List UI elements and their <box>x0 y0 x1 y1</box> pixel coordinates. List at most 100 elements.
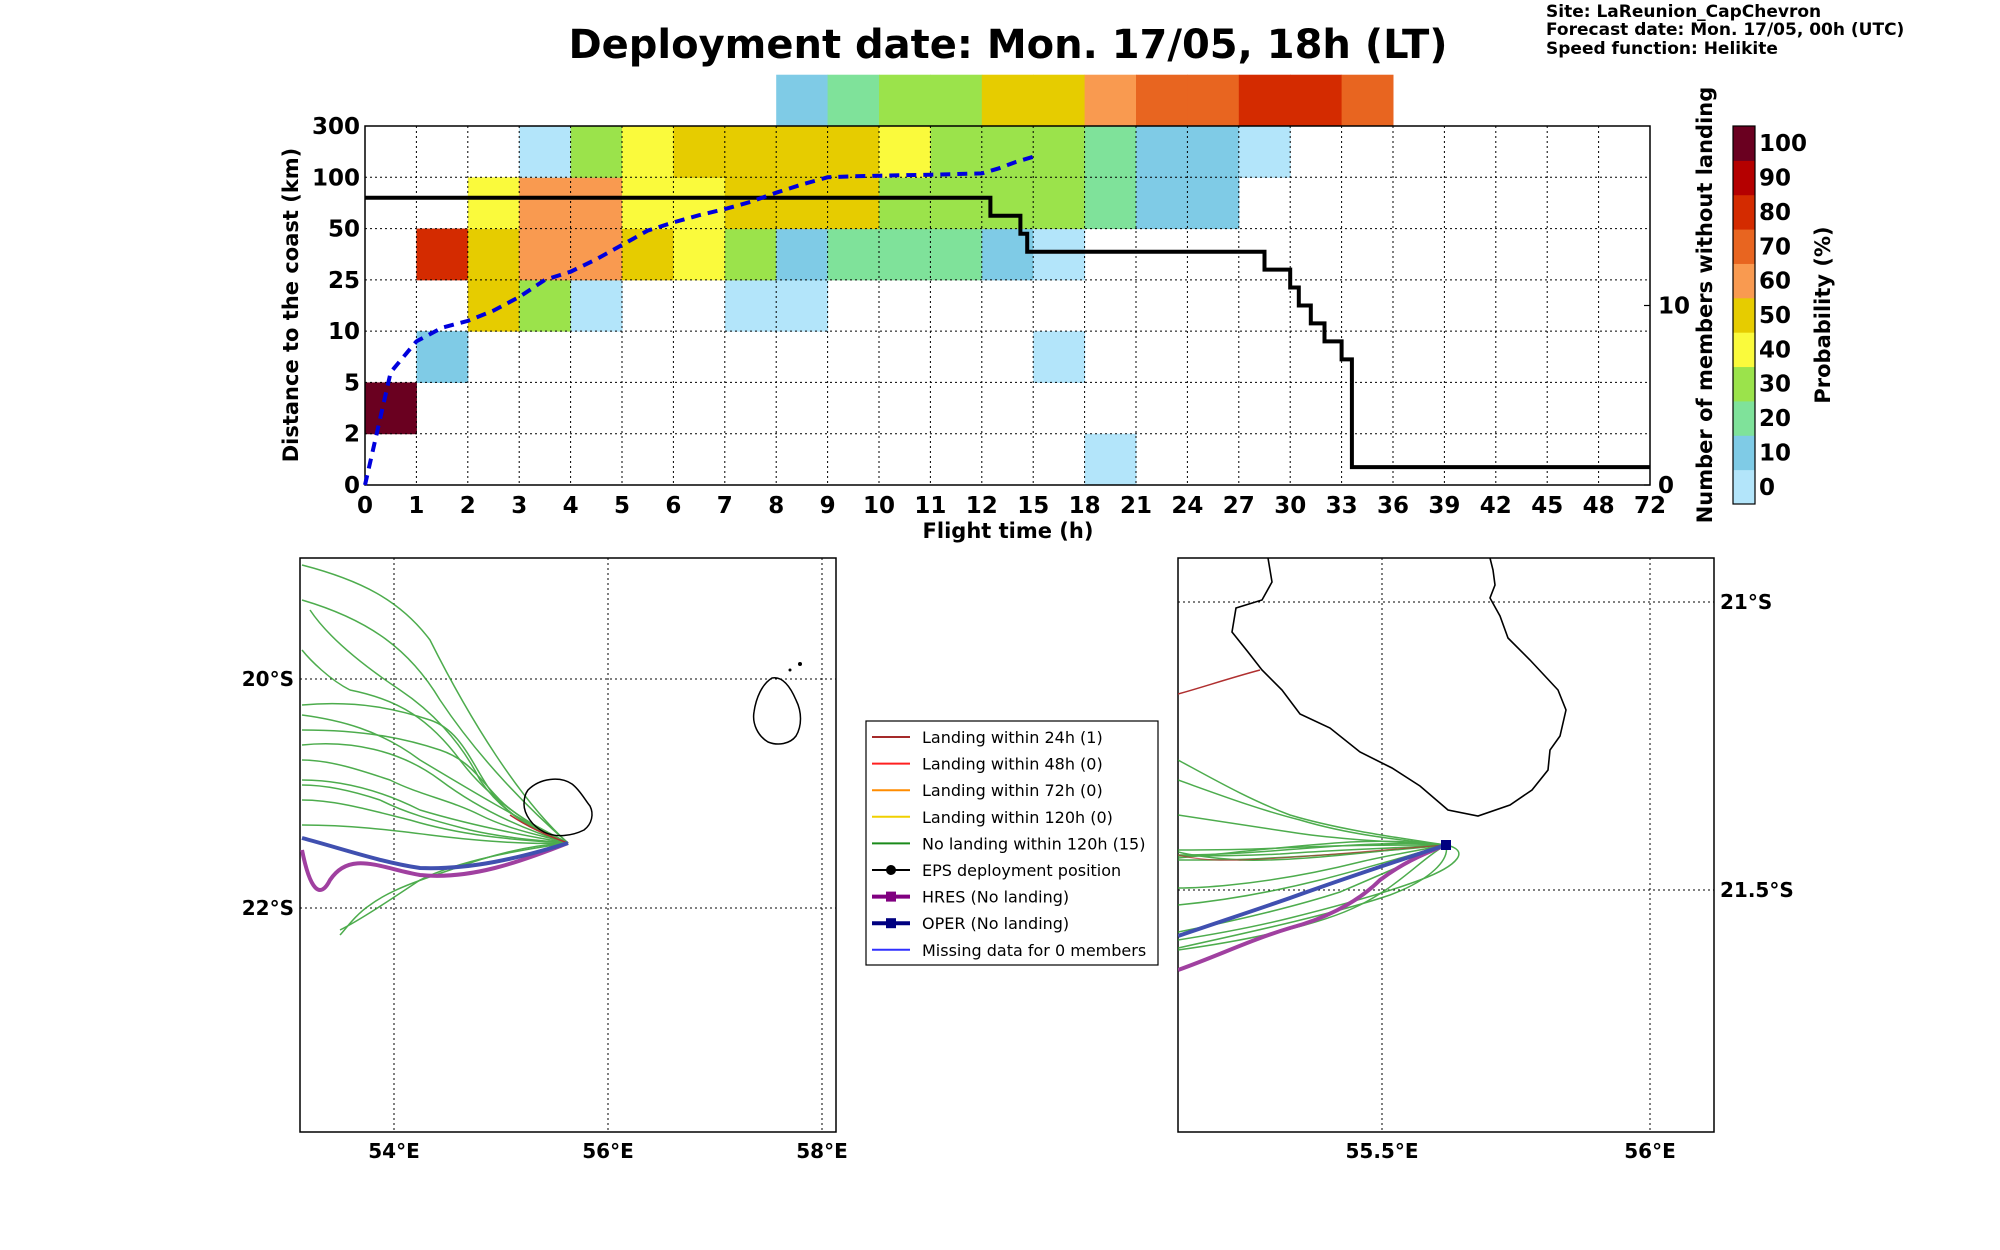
members-without-landing-line <box>365 195 1650 470</box>
colorbar-segment <box>1733 400 1755 436</box>
y-tick-label: 5 <box>344 370 360 396</box>
colorbar-tick-label: 20 <box>1759 406 1791 432</box>
heatmap-cell <box>1084 433 1137 486</box>
left-map-mauritius-coast <box>752 677 802 745</box>
colorbar-tick-label: 70 <box>1759 234 1791 260</box>
left-map-lon-tick: 58°E <box>796 1139 848 1163</box>
heatmap-cell <box>673 228 726 281</box>
heatmap-cell <box>1290 74 1343 127</box>
right-map-lat-tick: 21.5°S <box>1720 878 1794 902</box>
heatmap-cell <box>827 74 880 127</box>
y2-axis-label: Number of members without landing <box>1693 87 1717 524</box>
left-map-lon-tick: 56°E <box>582 1139 634 1163</box>
y-axis-label: Distance to the coast (km) <box>279 148 303 463</box>
heatmap-cell <box>879 177 931 230</box>
heatmap-cell <box>416 331 469 383</box>
heatmap-cell <box>776 279 829 332</box>
heatmap-cell <box>1084 126 1137 178</box>
heatmap-cell <box>467 228 520 281</box>
legend-item: Landing within 48h (0) <box>872 755 1103 774</box>
legend-label: EPS deployment position <box>922 861 1121 880</box>
heatmap-cell <box>570 126 623 178</box>
heatmap-cell <box>416 228 469 281</box>
legend-item: Landing within 72h (0) <box>872 781 1103 800</box>
heatmap-cell <box>1033 74 1086 127</box>
legend-item: Landing within 120h (0) <box>872 808 1113 827</box>
x-tick-label: 30 <box>1274 493 1306 519</box>
heatmap-cell <box>673 126 726 178</box>
heatmap-cell <box>519 177 572 230</box>
colorbar-tick-label: 60 <box>1759 269 1791 295</box>
colorbar-tick-label: 0 <box>1759 475 1775 501</box>
colorbar-tick-label: 80 <box>1759 200 1791 226</box>
colorbar-tick-label: 30 <box>1759 372 1791 398</box>
colorbar-segment <box>1733 263 1755 299</box>
x-tick-label: 2 <box>460 493 476 519</box>
legend-marker <box>886 891 896 902</box>
left-map-lon-tick: 54°E <box>368 1139 420 1163</box>
heatmap-cell <box>776 126 829 178</box>
colorbar-segments <box>1733 126 1755 505</box>
heatmap-cell <box>467 177 520 230</box>
x-tick-label: 3 <box>511 493 527 519</box>
heatmap-cell <box>776 228 829 281</box>
legend-item: OPER (No landing) <box>872 914 1069 933</box>
heatmap-cell <box>930 228 983 281</box>
colorbar-tick-label: 10 <box>1759 440 1791 466</box>
colorbar: 0 10 20 30 40 50 60 70 80 90 100 Probability (%) <box>1732 125 1835 505</box>
speed-label: Speed function: Helikite <box>1546 39 1778 59</box>
x-tick-label: 6 <box>665 493 681 519</box>
y-tick-label: 0 <box>344 473 360 499</box>
legend-item: Missing data for 0 members <box>872 941 1146 960</box>
heatmap-cell <box>570 279 623 332</box>
colorbar-segment <box>1733 160 1755 196</box>
x-tick-label: 24 <box>1171 493 1203 519</box>
colorbar-tick-label: 90 <box>1759 166 1791 192</box>
right-map-lon-tick: 55.5°E <box>1345 1139 1418 1163</box>
colorbar-segment <box>1733 194 1755 230</box>
colorbar-segment <box>1733 366 1755 402</box>
heatmap-cell <box>827 126 880 178</box>
x-tick-label: 5 <box>614 493 630 519</box>
y2-tick-label: 10 <box>1658 294 1690 320</box>
legend-marker <box>886 865 896 875</box>
x-tick-label: 7 <box>717 493 733 519</box>
legend-marker <box>886 918 896 929</box>
x-tick-label: 27 <box>1223 493 1255 519</box>
y-tick-label: 2 <box>344 422 360 448</box>
left-map-lat-tick: 22°S <box>242 896 294 920</box>
heatmap-cell <box>776 74 829 127</box>
x-tick-label: 21 <box>1120 493 1152 519</box>
heatmap-cell <box>1238 74 1291 127</box>
legend-item: HRES (No landing) <box>872 888 1069 907</box>
map-legend: Landing within 24h (1) Landing within 48h… <box>865 720 1159 966</box>
heatmap-cell <box>1033 126 1086 178</box>
heatmap-cell <box>724 126 777 178</box>
x-tick-label: 15 <box>1017 493 1049 519</box>
heatmap-cell <box>930 177 983 230</box>
heatmap-cell <box>827 177 880 230</box>
x-tick-label: 45 <box>1531 493 1563 519</box>
heatmap-cell <box>365 382 417 435</box>
heatmap-cell <box>930 74 983 127</box>
colorbar-segment <box>1733 229 1755 264</box>
legend-item: EPS deployment position <box>872 861 1121 880</box>
heatmap-cell <box>930 126 983 178</box>
heatmap-cell <box>1136 74 1188 127</box>
heatmap-grid <box>365 126 1650 485</box>
x-tick-label: 8 <box>768 493 784 519</box>
left-map-oper-track <box>301 836 569 871</box>
right-map-hres-track <box>1178 843 1447 972</box>
heatmap-cell <box>981 228 1034 281</box>
colorbar-segment <box>1733 435 1755 471</box>
x-tick-label: 12 <box>966 493 998 519</box>
figure-title: Deployment date: Mon. 17/05, 18h (LT) <box>568 22 1447 68</box>
left-map-panel: 54°E 56°E 58°E 20°S 22°S <box>242 557 848 1163</box>
x-tick-label: 9 <box>820 493 836 519</box>
colorbar-tick-label: 40 <box>1759 337 1791 363</box>
x-axis-ticks: 0 1 2 3 4 5 6 7 8 9 10 11 12 15 18 21 24 27 30 33 36 39 42 45 48… <box>357 493 1666 519</box>
x-tick-label: 10 <box>863 493 895 519</box>
legend-label: HRES (No landing) <box>922 888 1069 907</box>
colorbar-tick-label: 100 <box>1759 131 1807 157</box>
